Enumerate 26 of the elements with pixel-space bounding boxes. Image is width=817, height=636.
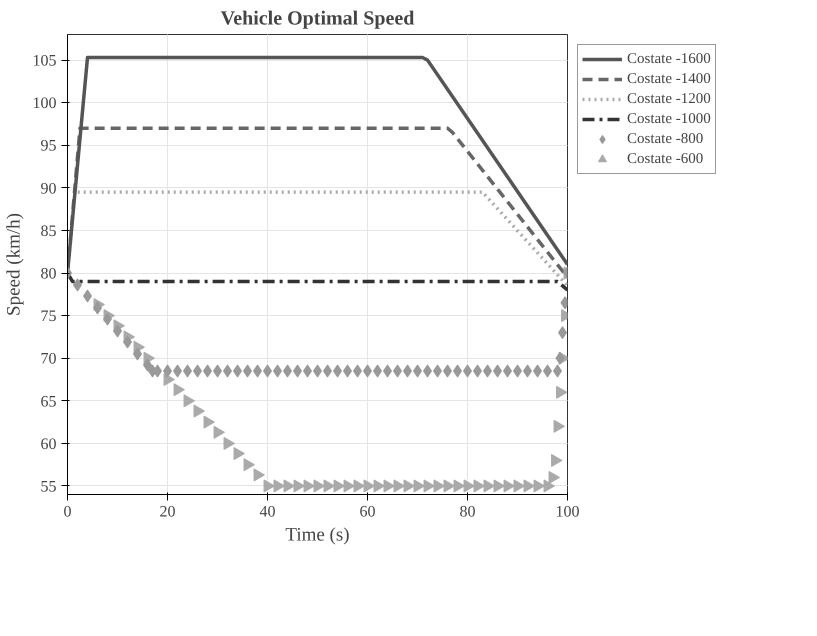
y-tick-label: 55 bbox=[40, 478, 56, 496]
y-tick-label: 80 bbox=[40, 266, 56, 283]
legend-label: Costate -1000 bbox=[627, 110, 711, 128]
legend-label: Costate -1600 bbox=[627, 50, 711, 68]
y-tick-label: 105 bbox=[32, 52, 56, 70]
y-tick-label: 70 bbox=[40, 350, 56, 368]
chart-title: Vehicle Optimal Speed bbox=[220, 8, 414, 30]
x-tick-label: 20 bbox=[160, 504, 176, 520]
y-tick-label: 75 bbox=[40, 308, 56, 326]
x-tick-label: 0 bbox=[64, 504, 72, 520]
legend-label: Costate -1200 bbox=[627, 90, 711, 108]
x-tick-label: 40 bbox=[260, 504, 276, 520]
legend-label: Costate -600 bbox=[627, 150, 704, 168]
x-tick-label: 60 bbox=[360, 504, 376, 520]
x-tick-label: 100 bbox=[556, 504, 580, 520]
legend-label: Costate -800 bbox=[627, 130, 704, 148]
x-tick-label: 80 bbox=[460, 504, 476, 520]
y-tick-label: 100 bbox=[32, 95, 56, 112]
legend-label: Costate -1400 bbox=[627, 70, 711, 88]
y-tick-label: 85 bbox=[40, 222, 56, 240]
x-axis-title: Time (s) bbox=[285, 524, 350, 546]
y-tick-label: 90 bbox=[40, 180, 56, 198]
y-tick-label: 95 bbox=[40, 138, 56, 155]
y-axis-title: Speed (km/h) bbox=[4, 213, 24, 316]
y-tick-label: 60 bbox=[40, 436, 56, 453]
y-tick-label: 65 bbox=[40, 393, 56, 410]
